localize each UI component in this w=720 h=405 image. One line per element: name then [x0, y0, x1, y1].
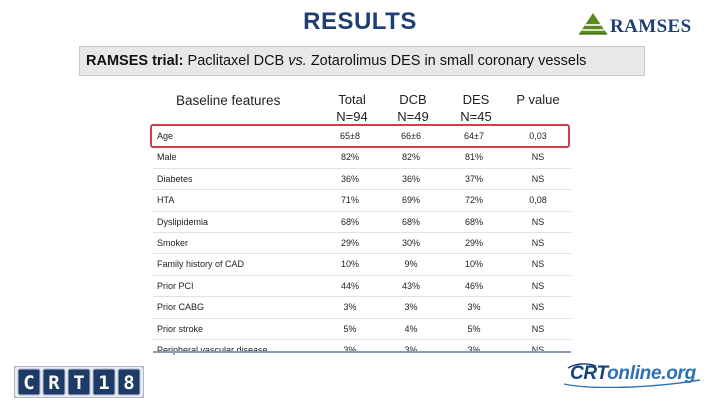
- total-column-header: Total N=94: [320, 91, 384, 125]
- row-dcb: 3%: [404, 302, 418, 313]
- row-dcb: 69%: [401, 195, 420, 206]
- pvalue-header-label: P value: [516, 92, 560, 107]
- row-feature: Diabetes: [157, 173, 193, 184]
- row-pvalue: 0,03: [529, 131, 547, 141]
- row-total: 3%: [343, 344, 357, 355]
- row-dcb: 30%: [401, 237, 420, 248]
- slide-title: RESULTS: [303, 8, 417, 35]
- row-des: 29%: [464, 237, 483, 248]
- des-column-header: DES N=45: [444, 91, 508, 125]
- dcb-column-header: DCB N=49: [381, 91, 445, 125]
- row-des: 5%: [467, 323, 481, 334]
- row-dcb: 68%: [401, 216, 420, 227]
- table-row: Family history of CAD 10% 9% 10% NS: [153, 254, 571, 276]
- dcb-header-label: DCB: [399, 92, 427, 107]
- age-row-highlight: [150, 124, 570, 148]
- row-pvalue: NS: [531, 323, 545, 334]
- row-des: 68%: [464, 216, 483, 227]
- feature-column-header: Baseline features: [176, 93, 281, 108]
- subtitle-part1: Paclitaxel DCB: [187, 53, 285, 69]
- crt-letter: T: [73, 372, 84, 394]
- row-total: 5%: [343, 323, 357, 334]
- row-feature: Prior PCI: [157, 280, 194, 291]
- ramses-logo-text: RAMSES: [610, 16, 692, 37]
- table-row: Smoker 29% 30% 29% NS: [153, 233, 571, 255]
- pyramid-icon: [579, 13, 607, 35]
- row-feature: Smoker: [157, 237, 189, 248]
- total-header-label: Total: [338, 92, 366, 107]
- row-dcb: 9%: [404, 259, 418, 270]
- table-row: Dyslipidemia 68% 68% 68% NS: [153, 212, 571, 233]
- pvalue-column-header: P value: [506, 91, 570, 108]
- row-des: 3%: [467, 344, 481, 355]
- row-feature: Dyslipidemia: [157, 216, 209, 227]
- crt18-logo: C R T 1 8: [14, 366, 144, 398]
- swoosh-icon: [563, 363, 701, 388]
- row-des: 81%: [464, 152, 483, 163]
- crtonline-part1: CRT: [570, 363, 608, 384]
- ramses-logo: RAMSES: [578, 12, 706, 40]
- row-pvalue: 0,08: [529, 195, 547, 206]
- row-dcb: 3%: [404, 344, 418, 355]
- crtonline-part2: online.org: [607, 363, 696, 384]
- row-total: 36%: [340, 173, 359, 184]
- des-header-label: DES: [462, 92, 490, 107]
- dcb-header-n: N=49: [397, 109, 429, 124]
- des-header-n: N=45: [460, 109, 492, 124]
- crt-digit: 8: [123, 372, 134, 394]
- row-total: 65±8: [340, 131, 360, 141]
- row-dcb: 43%: [401, 280, 420, 291]
- table-row: Male 82% 82% 81% NS: [153, 147, 571, 169]
- subtitle-prefix: RAMSES trial:: [86, 53, 184, 69]
- crtonline-logo: CRTonline.org: [562, 362, 702, 388]
- table-row: Peripheral vascular disease 3% 3% 3% NS: [153, 340, 571, 360]
- row-dcb: 66±6: [401, 131, 421, 141]
- crt-digit: 1: [98, 372, 109, 394]
- baseline-table: Age 65±8 66±6 64±7 0,03 Male 82% 82% 81%…: [153, 126, 571, 360]
- row-dcb: 36%: [401, 173, 420, 184]
- row-pvalue: NS: [531, 216, 545, 227]
- row-feature: Family history of CAD: [157, 259, 245, 270]
- row-des: 72%: [464, 195, 483, 206]
- subtitle-vs: vs.: [288, 53, 307, 69]
- table-row: Prior stroke 5% 4% 5% NS: [153, 319, 571, 340]
- row-des: 64±7: [464, 131, 484, 141]
- row-total: 68%: [340, 216, 359, 227]
- table-row: Diabetes 36% 36% 37% NS: [153, 169, 571, 191]
- row-dcb: 4%: [404, 323, 418, 334]
- table-bottom-rule: [153, 351, 571, 353]
- crt-letter: C: [23, 372, 34, 394]
- row-feature: Male: [157, 152, 177, 163]
- row-feature: HTA: [157, 195, 175, 206]
- crt-letter: R: [48, 372, 60, 394]
- row-pvalue: NS: [531, 173, 545, 184]
- row-pvalue: NS: [531, 259, 545, 270]
- row-feature: Peripheral vascular disease: [157, 344, 268, 355]
- row-des: 3%: [467, 302, 481, 313]
- row-pvalue: NS: [531, 344, 545, 355]
- row-des: 46%: [464, 280, 483, 291]
- table-row: HTA 71% 69% 72% 0,08: [153, 190, 571, 212]
- row-total: 71%: [340, 195, 359, 206]
- subtitle-part2: Zotarolimus DES in small coronary vessel…: [310, 53, 587, 69]
- table-row: Prior CABG 3% 3% 3% NS: [153, 297, 571, 319]
- row-feature: Prior stroke: [157, 323, 204, 334]
- row-total: 3%: [343, 302, 357, 313]
- row-pvalue: NS: [531, 302, 545, 313]
- row-pvalue: NS: [531, 152, 545, 163]
- trial-subtitle: RAMSES trial: Paclitaxel DCB vs. Zotarol…: [79, 46, 645, 76]
- row-total: 82%: [340, 152, 359, 163]
- table-row: Prior PCI 44% 43% 46% NS: [153, 276, 571, 298]
- row-feature: Prior CABG: [157, 302, 205, 313]
- row-pvalue: NS: [531, 237, 545, 248]
- row-total: 29%: [340, 237, 359, 248]
- total-header-n: N=94: [336, 109, 368, 124]
- row-des: 37%: [464, 173, 483, 184]
- row-total: 44%: [340, 280, 359, 291]
- row-feature: Age: [157, 131, 174, 141]
- row-des: 10%: [464, 259, 483, 270]
- row-pvalue: NS: [531, 280, 545, 291]
- row-total: 10%: [340, 259, 359, 270]
- row-dcb: 82%: [401, 152, 420, 163]
